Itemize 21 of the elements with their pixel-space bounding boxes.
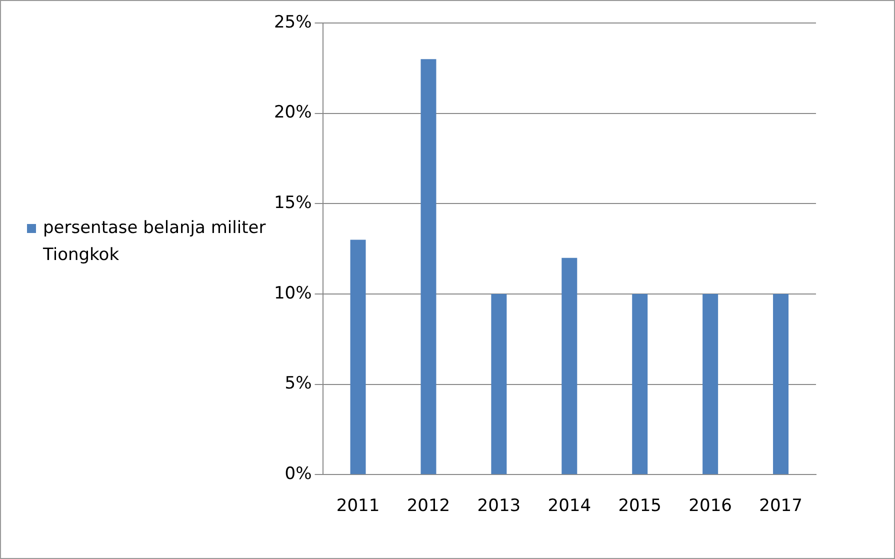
bar <box>420 59 436 474</box>
y-tick-label: 25% <box>274 12 312 32</box>
x-tick-label: 2015 <box>618 496 662 516</box>
x-tick-label: 2011 <box>336 496 380 516</box>
bar <box>562 258 578 474</box>
bar <box>773 294 789 474</box>
y-tick-label: 5% <box>284 374 312 394</box>
bar <box>702 294 718 474</box>
y-tick-label: 10% <box>274 283 312 304</box>
bar <box>632 294 648 474</box>
bar <box>350 240 366 474</box>
x-tick-label: 2017 <box>759 496 802 516</box>
x-tick-label: 2014 <box>548 496 592 516</box>
y-tick-label: 0% <box>284 464 312 484</box>
bar <box>491 294 507 474</box>
y-tick-label: 20% <box>274 102 312 123</box>
y-tick-label: 15% <box>274 193 312 214</box>
legend-label: persentase belanja militer Tiongkok <box>43 217 267 267</box>
x-tick-label: 2012 <box>406 496 450 516</box>
x-tick-label: 2016 <box>688 496 732 516</box>
x-tick-label: 2013 <box>477 496 521 516</box>
